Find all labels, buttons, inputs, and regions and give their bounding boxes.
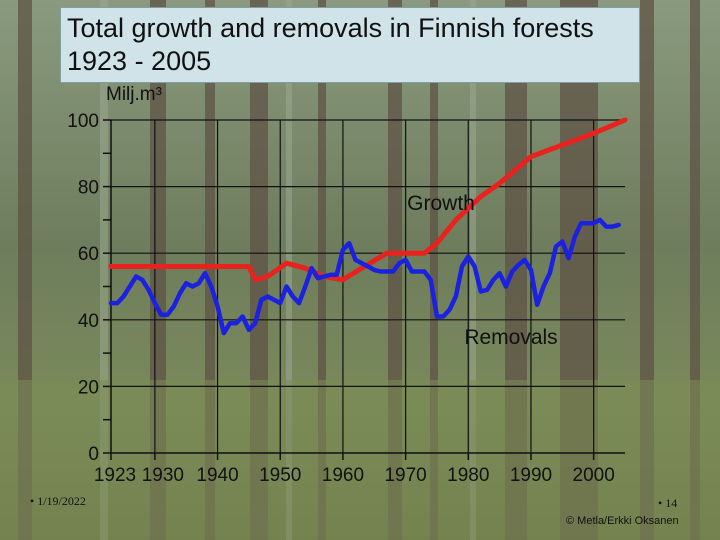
- series-line-removals: [108, 217, 621, 336]
- y-tick-label: 0: [88, 444, 99, 465]
- y-tick-label: 80: [78, 178, 99, 199]
- y-tick-label: 60: [78, 244, 99, 265]
- x-tick-label: 1980: [447, 465, 489, 486]
- y-tick-label: 40: [78, 311, 99, 332]
- series-label-growth: Growth: [407, 192, 475, 215]
- y-tick-label: 100: [67, 111, 99, 132]
- photo-credit: © Metla/Erkki Oksanen: [566, 515, 679, 527]
- axis-layer: [103, 119, 625, 460]
- label-layer: 0 20 40 60 80 100 1923 1930 1940 1950 1960 1970 1980…: [67, 111, 615, 486]
- series-line-growth: [108, 117, 628, 283]
- slide-date: • 1/19/2022: [30, 494, 86, 508]
- y-tick-label: 20: [78, 377, 99, 398]
- x-tick-label: 1930: [142, 465, 184, 486]
- x-tick-label: 1950: [259, 465, 301, 486]
- slide-page-number: • 14: [658, 496, 678, 510]
- y-axis-unit-label: Milj.m³: [106, 84, 162, 105]
- x-tick-label: 2000: [573, 465, 615, 486]
- x-tick-label: 1940: [196, 465, 238, 486]
- slide-title: Total growth and removals in Finnish for…: [60, 7, 640, 83]
- series-label-removals: Removals: [464, 326, 557, 349]
- x-tick-label: 1990: [510, 465, 552, 486]
- x-tick-label: 1923: [94, 465, 136, 486]
- x-tick-label: 1960: [322, 465, 364, 486]
- series-layer: [108, 117, 628, 336]
- x-tick-label: 1970: [384, 465, 426, 486]
- grid-layer: [111, 119, 625, 453]
